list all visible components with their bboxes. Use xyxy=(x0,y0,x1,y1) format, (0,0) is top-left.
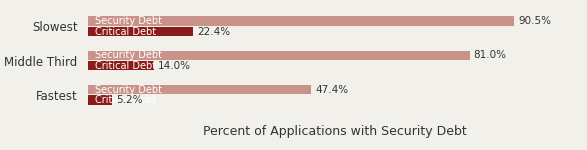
Text: 90.5%: 90.5% xyxy=(518,16,551,26)
Bar xyxy=(88,51,470,60)
Text: Security Debt: Security Debt xyxy=(95,85,162,95)
Text: Critical Debt: Critical Debt xyxy=(95,61,156,71)
Text: 14.0%: 14.0% xyxy=(157,61,191,71)
Text: Security Debt: Security Debt xyxy=(95,50,162,60)
Text: Security Debt: Security Debt xyxy=(95,16,162,26)
Bar xyxy=(88,27,194,36)
Bar xyxy=(88,16,514,26)
Bar xyxy=(88,85,311,94)
Text: 5.2%: 5.2% xyxy=(116,95,143,105)
Text: Critical Debt: Critical Debt xyxy=(95,95,156,105)
Text: 22.4%: 22.4% xyxy=(197,27,230,36)
Bar xyxy=(88,95,112,105)
Text: 47.4%: 47.4% xyxy=(315,85,348,95)
Text: 81.0%: 81.0% xyxy=(474,50,507,60)
Text: Critical Debt: Critical Debt xyxy=(95,27,156,36)
X-axis label: Percent of Applications with Security Debt: Percent of Applications with Security De… xyxy=(204,125,467,138)
Bar xyxy=(88,61,154,70)
